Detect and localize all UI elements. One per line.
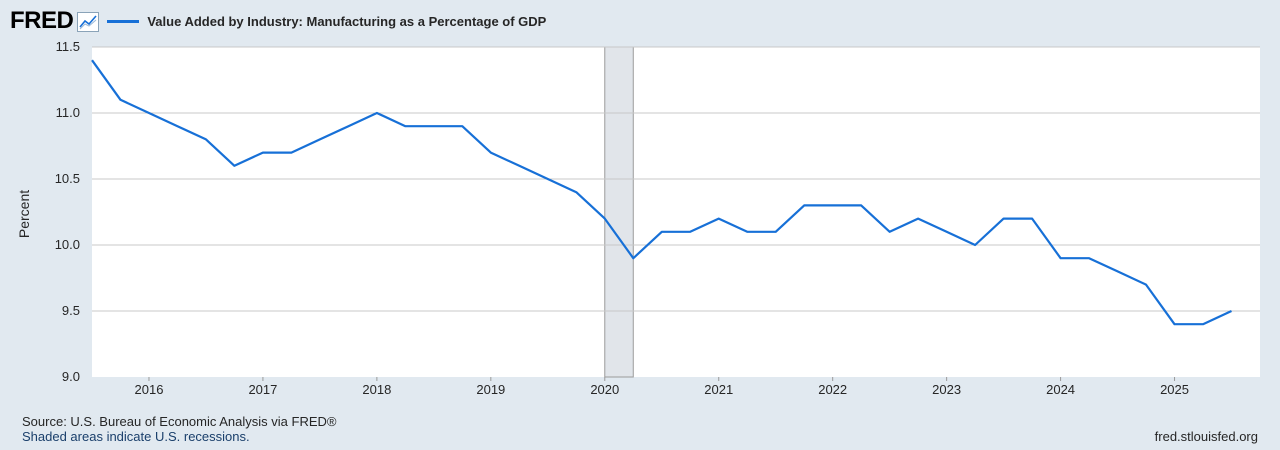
y-tick-label: 10.0 bbox=[55, 237, 80, 252]
x-tick-label: 2023 bbox=[932, 382, 961, 397]
y-tick-label: 11.5 bbox=[56, 39, 80, 54]
x-tick-label: 2017 bbox=[248, 382, 277, 397]
series-title: Value Added by Industry: Manufacturing a… bbox=[147, 13, 547, 29]
x-tick-label: 2018 bbox=[362, 382, 391, 397]
chart-header: FRED Value Added by Industry: Manufactur… bbox=[10, 6, 546, 36]
y-tick-label: 9.5 bbox=[62, 303, 80, 318]
x-tick-label: 2016 bbox=[135, 382, 164, 397]
y-tick-label: 10.5 bbox=[55, 171, 80, 186]
series-line bbox=[91, 59, 1232, 326]
x-tick-label: 2025 bbox=[1160, 382, 1189, 397]
recession-note: Shaded areas indicate U.S. recessions. bbox=[22, 429, 250, 444]
fred-logo[interactable]: FRED bbox=[10, 7, 74, 34]
trend-chart-icon bbox=[77, 12, 100, 32]
plot-area bbox=[92, 47, 1260, 377]
x-tick-label: 2020 bbox=[590, 382, 619, 397]
legend-line-swatch bbox=[107, 19, 140, 23]
y-tick-label: 9.0 bbox=[62, 369, 80, 384]
x-tick-label: 2021 bbox=[704, 382, 733, 397]
line-chart: 9.0 9.5 10.0 10.5 11.0 11.5 2016 2017 2018 2019 20… bbox=[55, 39, 1260, 397]
y-tick-label: 11.0 bbox=[56, 105, 80, 120]
x-tick-label: 2022 bbox=[818, 382, 847, 397]
recession-band bbox=[604, 46, 634, 378]
source-note: Source: U.S. Bureau of Economic Analysis… bbox=[22, 414, 337, 429]
x-tick-label: 2019 bbox=[476, 382, 505, 397]
x-tick-label: 2024 bbox=[1046, 382, 1075, 397]
site-link[interactable]: fred.stlouisfed.org bbox=[1154, 429, 1258, 444]
